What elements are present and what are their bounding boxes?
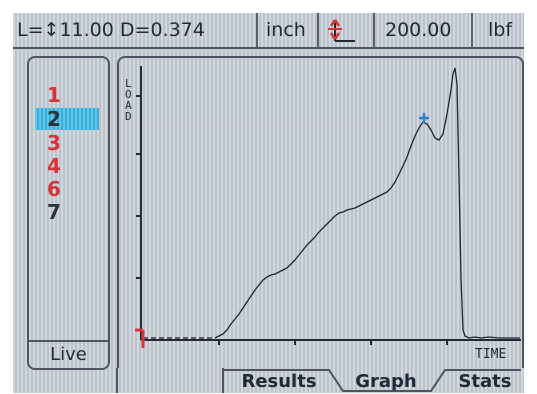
header-divider xyxy=(256,13,258,47)
y-axis-ticks xyxy=(136,95,141,279)
unit-selector[interactable]: inch xyxy=(266,19,306,41)
tab-results[interactable]: Results xyxy=(241,371,317,392)
y-axis-label-char: D xyxy=(125,110,132,123)
load-time-graph[interactable]: L O A D TIME xyxy=(119,58,522,370)
axis-scale-icon[interactable] xyxy=(325,18,357,42)
load-value[interactable]: 200.00 xyxy=(385,19,452,41)
device-screen: L=↕11.00 D=0.374 inch 200.00 lbf 1 2 3 4… xyxy=(13,13,524,393)
y-axis-label-char: A xyxy=(125,99,132,112)
header-divider xyxy=(471,13,473,47)
load-curve xyxy=(214,67,520,339)
tab-graph[interactable]: Graph xyxy=(355,371,417,392)
specimen-item[interactable]: 6 xyxy=(47,177,61,201)
tab-outline xyxy=(116,368,521,393)
diameter-value: D=0.374 xyxy=(119,19,205,41)
specimen-item[interactable]: 3 xyxy=(47,131,61,155)
header-divider xyxy=(373,13,375,47)
graph-panel: L O A D TIME xyxy=(117,56,524,368)
peak-cross-icon xyxy=(419,113,429,123)
live-button[interactable]: Live xyxy=(29,340,108,368)
header-divider xyxy=(317,13,319,47)
x-axis-ticks xyxy=(218,340,448,345)
specimen-item-selected[interactable]: 2 xyxy=(47,107,61,131)
selected-specimen-highlight xyxy=(35,108,99,130)
specimen-item[interactable]: 7 xyxy=(47,200,61,224)
x-axis-label: TIME xyxy=(475,347,506,362)
specimen-item[interactable]: 1 xyxy=(47,83,61,107)
specimen-item[interactable]: 4 xyxy=(47,154,61,178)
length-value: 11.00 xyxy=(59,19,114,41)
y-axis-label-char: L xyxy=(125,77,132,90)
length-diameter-readout[interactable]: L=↕11.00 D=0.374 xyxy=(17,13,205,47)
y-axis-label-char: O xyxy=(125,88,132,101)
y-axis-label: L O A D xyxy=(125,77,138,123)
tab-stats[interactable]: Stats xyxy=(458,371,512,392)
origin-flag-icon xyxy=(135,328,145,348)
length-label: L=↕ xyxy=(17,19,60,41)
header-bar: L=↕11.00 D=0.374 inch 200.00 lbf xyxy=(13,13,524,49)
force-unit[interactable]: lbf xyxy=(488,19,513,41)
bottom-tabs: Results Graph Stats xyxy=(13,368,524,393)
specimen-list-panel: 1 2 3 4 6 7 Live xyxy=(27,56,110,370)
